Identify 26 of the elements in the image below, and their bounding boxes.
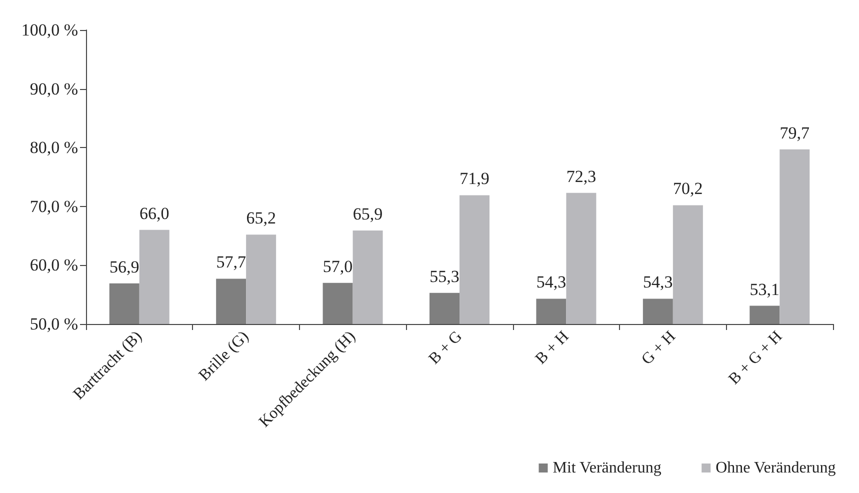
data-label: 56,9 [109,257,140,276]
data-label: 57,7 [216,252,246,272]
data-label: 55,3 [430,266,460,286]
y-tick-label: 90,0 % [30,79,78,98]
legend-label: Mit Veränderung [552,460,662,476]
y-tick-label: 50,0 % [30,314,78,334]
data-label: 72,3 [566,166,596,186]
x-tick-label: B + G + H [726,328,786,388]
data-label: 65,9 [352,204,383,224]
data-label: 54,3 [536,272,566,292]
x-tick-label: B + G [426,328,466,368]
y-tick-label: 70,0 % [30,196,78,216]
data-label: 54,3 [643,272,673,292]
x-tick-label: G + H [638,328,680,368]
y-tick-label: 60,0 % [30,256,78,275]
data-label: 70,2 [673,179,703,198]
legend-label: Ohne Veränderung [716,460,836,476]
data-label: 57,0 [322,256,353,276]
data-label: 65,2 [246,208,276,228]
x-tick-label: B + H [532,328,573,368]
data-label: 79,7 [780,123,810,142]
data-label: 66,0 [139,204,170,223]
data-label: 71,9 [460,169,490,188]
data-label: 53,1 [750,280,780,299]
y-tick-label: 80,0 % [30,138,78,158]
y-tick-label: 100,0 % [21,20,78,40]
